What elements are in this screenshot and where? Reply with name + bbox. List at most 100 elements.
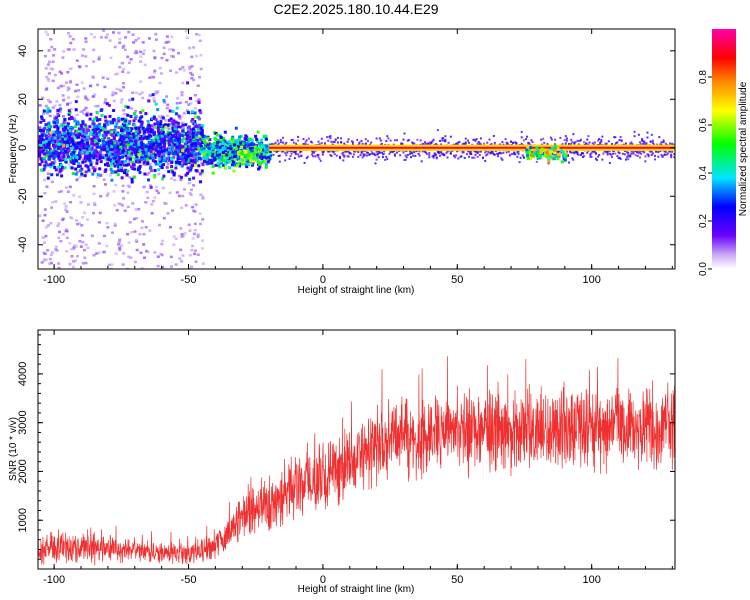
spectral-cell: [49, 38, 53, 41]
spectral-cell: [127, 241, 131, 244]
spectral-cell: [454, 156, 457, 159]
spectral-cell: [646, 131, 649, 134]
spectral-cell: [160, 242, 164, 246]
spectral-cell: [331, 150, 334, 153]
spectral-cell: [95, 252, 99, 255]
spectral-cell: [93, 201, 97, 205]
spectral-cell: [326, 136, 329, 139]
spectral-cell: [62, 135, 65, 139]
spectral-cell: [272, 153, 275, 156]
spectral-cell: [86, 157, 90, 161]
spectral-cell: [95, 111, 99, 114]
spectral-cell: [186, 166, 190, 170]
spectral-cell: [116, 144, 120, 148]
spectral-cell: [547, 162, 550, 165]
spectral-cell: [233, 158, 237, 161]
spectral-cell: [56, 121, 59, 125]
spectral-cell: [113, 224, 117, 227]
snr-x-ticks: -100 -50 0 50 100: [43, 330, 673, 586]
spectral-cell: [177, 149, 180, 153]
spectral-cell: [184, 123, 188, 127]
spectral-cell: [82, 159, 86, 163]
spectral-cell: [477, 150, 480, 153]
spectral-cell: [374, 154, 377, 157]
spectral-cell: [82, 133, 86, 136]
spectral-dip-cell: [553, 155, 557, 159]
spectral-cell: [572, 133, 575, 136]
colorbar-tick-label: 0.2: [698, 214, 709, 228]
spectral-cell: [61, 165, 65, 169]
spectral-cell: [135, 151, 139, 155]
spectral-dip-cell: [240, 152, 244, 156]
spectral-cell: [153, 156, 157, 159]
spectral-cell: [208, 138, 212, 142]
spectral-cell: [84, 243, 88, 246]
spectral-cell: [93, 154, 97, 158]
spectral-cell: [138, 116, 142, 120]
spectral-cell: [561, 143, 564, 145]
spectral-cell: [84, 55, 88, 58]
spectral-cell: [118, 238, 122, 241]
spectral-cell: [161, 265, 165, 269]
spectral-cell: [152, 131, 156, 135]
spectral-cell: [179, 144, 183, 148]
spectral-cell: [250, 163, 254, 167]
spectral-cell: [627, 158, 630, 161]
spectral-cell: [236, 164, 240, 168]
spectral-dip-cell: [246, 157, 250, 161]
spectral-cell: [84, 164, 88, 168]
spectral-cell: [393, 153, 396, 156]
spectral-cell: [61, 115, 65, 118]
spectral-cell: [129, 256, 133, 259]
spectral-cell: [191, 135, 195, 139]
spectral-cell: [426, 152, 429, 155]
spectral-cell: [105, 153, 108, 157]
spectral-cell: [104, 133, 108, 137]
spectral-cell: [449, 135, 452, 138]
spectral-cell: [66, 71, 70, 74]
spectral-cell: [113, 133, 116, 137]
spectral-cell: [76, 171, 80, 174]
y-tick-label: 20: [17, 93, 29, 105]
spectral-cell: [100, 114, 104, 117]
spectral-cell: [66, 86, 70, 89]
spectral-cell: [92, 136, 96, 140]
spectral-cell: [109, 121, 113, 125]
spectral-cell: [618, 152, 621, 155]
spectral-cell: [484, 151, 487, 154]
spectral-cell: [40, 117, 44, 120]
spectral-cell: [184, 135, 187, 139]
spectral-dip-cell: [546, 155, 549, 159]
spectral-cell: [169, 117, 173, 121]
spectral-cell: [138, 164, 142, 168]
spectral-cell: [62, 50, 66, 53]
spectral-cell: [467, 150, 469, 153]
spectral-cell: [50, 141, 54, 144]
spectral-cell: [78, 147, 82, 151]
spectral-cell: [106, 77, 110, 80]
spectral-cell: [126, 149, 130, 152]
spectral-cell: [485, 154, 488, 157]
spectral-cell: [551, 152, 554, 155]
spectral-cell: [223, 130, 227, 134]
spectral-cell: [628, 155, 631, 158]
spectral-cell: [614, 152, 617, 155]
spectral-cell: [116, 146, 120, 150]
spectral-cell: [255, 137, 259, 141]
x-tick-label: -100: [43, 574, 65, 586]
spectral-cell: [226, 141, 230, 145]
spectral-cell: [289, 155, 292, 158]
spectral-cell: [295, 153, 297, 156]
spectral-cell: [514, 153, 517, 156]
spectral-cell: [442, 137, 445, 140]
spectral-cell: [62, 120, 66, 124]
colorbar-tick-label: 0.0: [698, 262, 709, 276]
spectral-cell: [150, 124, 153, 128]
spectral-cell: [138, 92, 142, 96]
spectral-cell: [208, 153, 212, 157]
spectral-cell: [106, 153, 110, 157]
spectral-cell: [570, 151, 573, 154]
spectral-cell: [140, 129, 144, 133]
spectral-cell: [134, 208, 138, 211]
spectral-cell: [144, 148, 148, 151]
